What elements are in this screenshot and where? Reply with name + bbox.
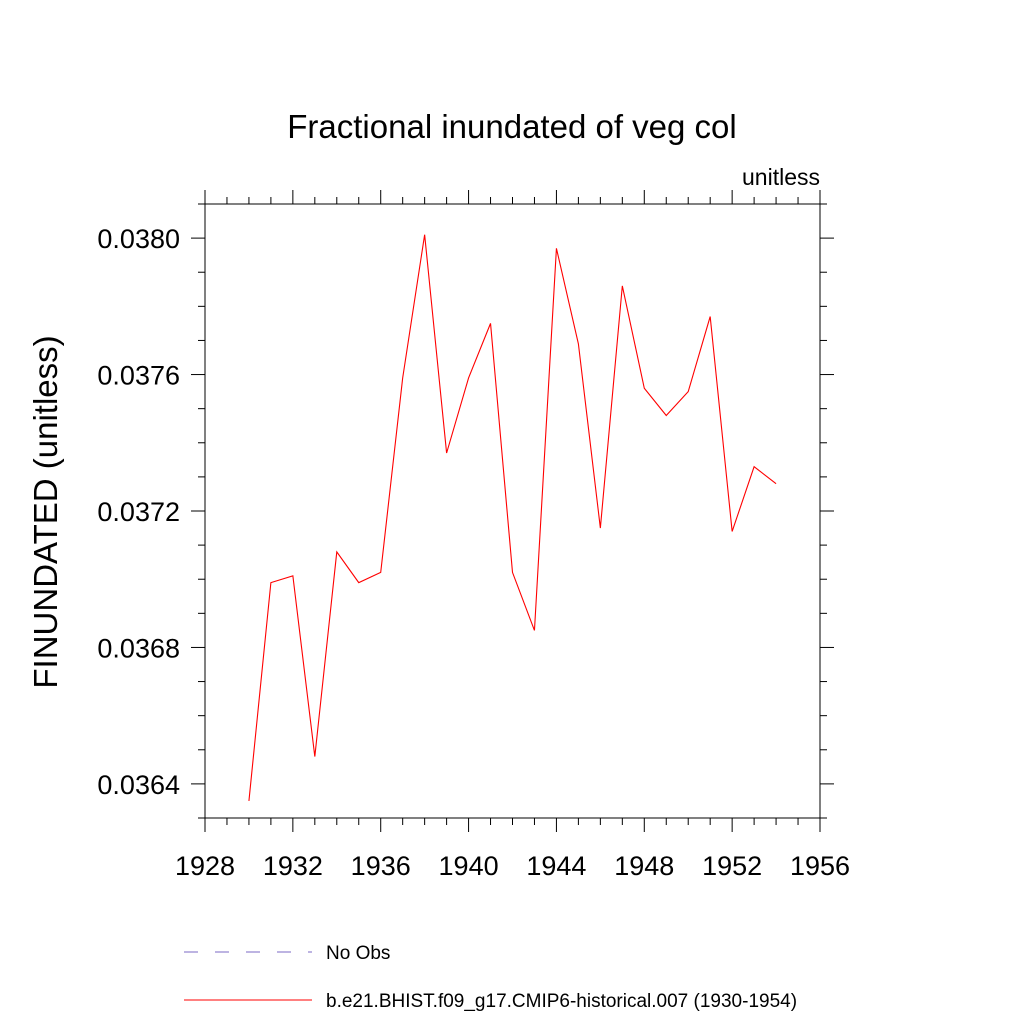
x-tick-label: 1944 [526,851,586,881]
x-tick-label: 1940 [439,851,499,881]
series-line-0 [248,234,777,801]
x-tick-label: 1928 [175,851,235,881]
y-tick-label: 0.0380 [97,224,180,254]
plot-frame [204,203,821,819]
units-label: unitless [742,164,820,190]
x-tick-label: 1936 [351,851,411,881]
y-tick-label: 0.0368 [97,633,180,663]
chart-title: Fractional inundated of veg col [287,108,736,145]
y-tick-label: 0.0376 [97,361,180,391]
legend-label-0: No Obs [326,943,390,964]
y-tick-label: 0.0364 [97,770,180,800]
x-tick-label: 1952 [702,851,762,881]
axis-ticks: 1928 1932 1936 1940 1944 1948 1952 1956 0.0364 0.… [97,190,850,881]
x-tick-label: 1956 [790,851,850,881]
x-tick-label: 1948 [614,851,674,881]
y-axis-label: FINUNDATED (unitless) [27,335,64,688]
legend: No Obs b.e21.BHIST.f09_g17.CMIP6-historic… [184,943,797,1012]
series-layer [248,234,777,801]
legend-label-1: b.e21.BHIST.f09_g17.CMIP6-historical.007… [326,991,797,1012]
x-tick-label: 1932 [263,851,323,881]
y-tick-label: 0.0372 [97,497,180,527]
